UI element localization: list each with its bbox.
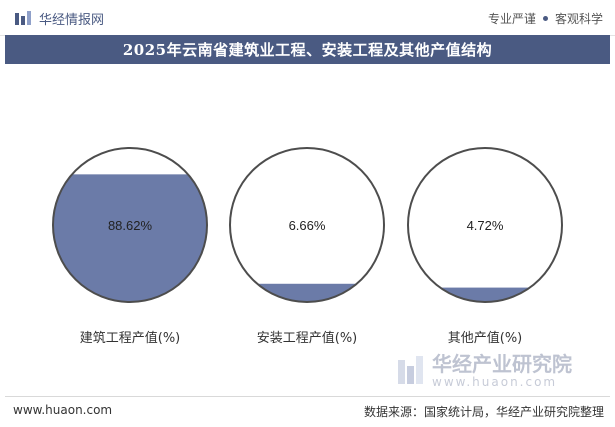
site-url: www.huaon.com	[13, 403, 113, 417]
brand-name: 华经情报网	[39, 13, 105, 28]
tagline-left: 专业严谨	[487, 12, 536, 26]
fill-3	[408, 287, 562, 302]
category-label-1: 建筑工程产值(%)	[80, 330, 181, 346]
watermark-logo: 华经产业研究院 www.huaon.com	[396, 353, 572, 389]
value-label-1: 88.62%	[108, 218, 153, 233]
value-label-2: 6.66%	[289, 218, 326, 233]
huajing-logo-icon	[15, 10, 31, 25]
pie-2-outline	[229, 147, 385, 303]
pie-3: 4.72% 其他产值(%)	[407, 147, 563, 346]
data-source: 数据来源：国家统计局，华经产业研究院整理	[363, 405, 604, 419]
watermark-logo-icon	[398, 356, 423, 384]
pie-1: 88.62% 建筑工程产值(%)	[52, 147, 208, 346]
pie-2-background	[230, 148, 384, 302]
pie-charts: 88.62% 建筑工程产值(%) 6.66% 安装工程产值(%) 4.72% 其他产值(%…	[52, 147, 563, 346]
title-bar: 2025年云南省建筑业工程、安装工程及其他产值结构	[5, 35, 610, 64]
fill-2	[230, 283, 384, 302]
tagline: 专业严谨 客观科学	[488, 10, 603, 27]
value-label-3: 4.72%	[467, 218, 504, 233]
pie-1-outline	[52, 147, 208, 303]
chart-title: 2025年云南省建筑业工程、安装工程及其他产值结构	[122, 41, 493, 59]
dot-separator-icon	[542, 16, 548, 21]
watermark-url: www.huaon.com	[432, 375, 558, 389]
pie-2: 6.66% 安装工程产值(%)	[229, 147, 385, 346]
tagline-right: 客观科学	[554, 12, 603, 26]
brand: 华经情报网	[14, 9, 104, 28]
top-bar: 华经情报网 专业严谨 客观科学	[0, 0, 615, 36]
category-label-2: 安装工程产值(%)	[257, 330, 358, 346]
pie-3-outline	[407, 147, 563, 303]
pie-3-background	[408, 148, 562, 302]
footer: www.huaon.com 数据来源：国家统计局，华经产业研究院整理	[5, 396, 610, 426]
category-label-3: 其他产值(%)	[448, 330, 523, 346]
fill-1	[53, 174, 207, 302]
watermark-name: 华经产业研究院	[432, 352, 572, 376]
